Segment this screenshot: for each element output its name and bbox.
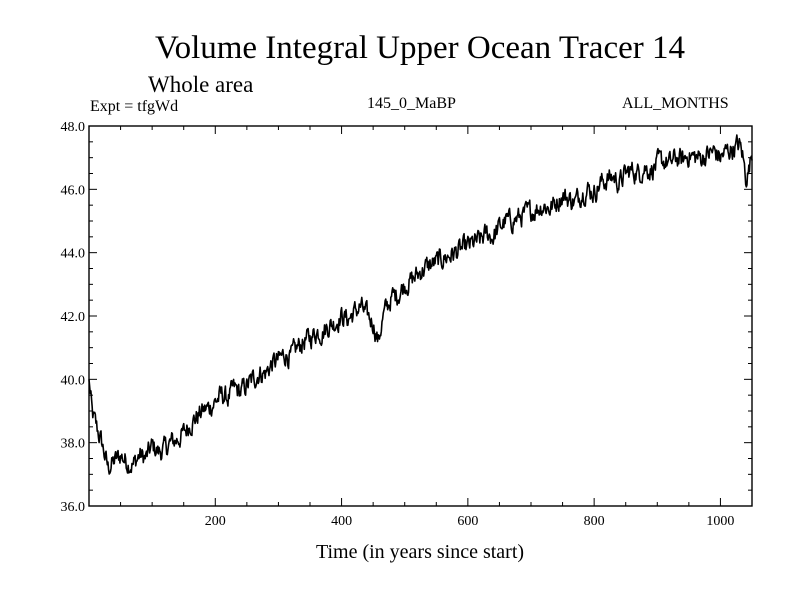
x-tick-label: 400 bbox=[331, 514, 352, 529]
x-tick-label: 600 bbox=[457, 514, 478, 529]
chart-subtitle: Whole area bbox=[148, 72, 254, 97]
plot-frame bbox=[88, 125, 753, 507]
chart-title: Volume Integral Upper Ocean Tracer 14 bbox=[155, 30, 685, 66]
y-tick-label: 36.0 bbox=[61, 500, 86, 515]
series-line bbox=[88, 134, 753, 475]
period-label: ALL_MONTHS bbox=[622, 95, 729, 112]
run-label: 145_0_MaBP bbox=[367, 95, 456, 112]
x-axis-label: Time (in years since start) bbox=[316, 541, 524, 563]
y-tick-label: 38.0 bbox=[61, 437, 86, 452]
y-tick-label: 44.0 bbox=[61, 247, 86, 262]
x-tick-label: 1000 bbox=[706, 514, 734, 529]
x-tick-label: 800 bbox=[584, 514, 605, 529]
experiment-label: Expt = tfgWd bbox=[90, 98, 179, 115]
y-tick-label: 48.0 bbox=[61, 120, 86, 135]
tick-labels: 200 400 600 800 1000 36.0 38.0 40.0 42.0 44.0 46.0… bbox=[61, 120, 735, 529]
ticks bbox=[89, 126, 752, 506]
series-layer bbox=[88, 134, 753, 475]
y-tick-label: 40.0 bbox=[61, 373, 86, 388]
x-tick-label: 200 bbox=[205, 514, 226, 529]
y-tick-label: 46.0 bbox=[61, 183, 86, 198]
y-tick-label: 42.0 bbox=[61, 310, 86, 325]
